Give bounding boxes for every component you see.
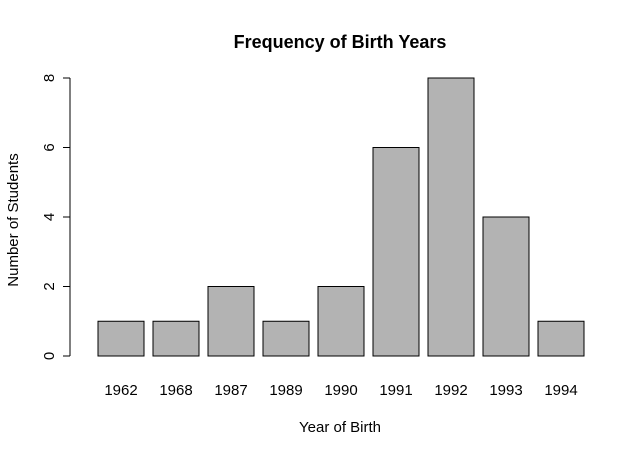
y-tick-label-0: 0 xyxy=(41,352,58,360)
bar-1994 xyxy=(537,320,585,357)
bar-1993 xyxy=(482,216,530,357)
bar-1989 xyxy=(262,320,310,357)
x-axis-label: Year of Birth xyxy=(299,419,381,436)
bar-1987 xyxy=(207,286,255,357)
y-tick-label-6: 6 xyxy=(41,143,58,151)
x-axis-tick-labels: 1962 1968 1987 1989 1990 1991 1992 1993 1994 xyxy=(104,382,577,399)
y-axis-ticks: 0 2 4 6 8 xyxy=(41,74,70,360)
x-tick-label-1989: 1989 xyxy=(269,382,302,399)
x-tick-label-1993: 1993 xyxy=(489,382,522,399)
bar-1962 xyxy=(97,320,145,357)
chart-title: Frequency of Birth Years xyxy=(234,32,447,52)
bar-1992 xyxy=(427,77,475,357)
x-tick-label-1962: 1962 xyxy=(104,382,137,399)
bars-group xyxy=(97,77,585,357)
x-tick-label-1990: 1990 xyxy=(324,382,357,399)
y-tick-label-4: 4 xyxy=(41,213,58,221)
x-tick-label-1968: 1968 xyxy=(159,382,192,399)
y-tick-label-2: 2 xyxy=(41,282,58,290)
bar-1968 xyxy=(152,320,200,357)
bar-1990 xyxy=(317,286,365,357)
x-tick-label-1992: 1992 xyxy=(434,382,467,399)
y-tick-label-8: 8 xyxy=(41,74,58,82)
x-tick-label-1991: 1991 xyxy=(379,382,412,399)
bar-1991 xyxy=(372,147,420,357)
x-tick-label-1994: 1994 xyxy=(544,382,577,399)
x-tick-label-1987: 1987 xyxy=(214,382,247,399)
y-axis-label: Number of Students xyxy=(5,153,22,286)
